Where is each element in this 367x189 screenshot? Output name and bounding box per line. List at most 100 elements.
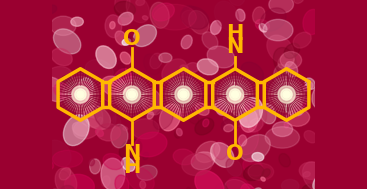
Circle shape (220, 79, 250, 110)
Ellipse shape (283, 98, 292, 110)
Ellipse shape (115, 31, 127, 45)
Ellipse shape (26, 177, 44, 189)
Ellipse shape (113, 116, 121, 126)
Ellipse shape (123, 127, 128, 130)
Ellipse shape (226, 158, 242, 176)
Ellipse shape (285, 102, 304, 116)
Ellipse shape (181, 35, 192, 49)
Ellipse shape (97, 117, 103, 125)
Ellipse shape (133, 25, 156, 46)
Ellipse shape (55, 168, 77, 189)
Ellipse shape (40, 160, 54, 170)
Ellipse shape (101, 158, 125, 189)
Ellipse shape (160, 104, 181, 131)
Ellipse shape (127, 37, 134, 43)
Ellipse shape (150, 53, 162, 69)
Ellipse shape (97, 124, 121, 141)
Ellipse shape (284, 122, 288, 128)
Ellipse shape (230, 82, 235, 86)
Ellipse shape (51, 81, 81, 103)
Ellipse shape (263, 19, 293, 41)
Ellipse shape (231, 109, 244, 119)
Ellipse shape (181, 10, 205, 29)
Ellipse shape (211, 143, 234, 167)
Ellipse shape (105, 15, 122, 38)
Ellipse shape (137, 165, 157, 180)
Ellipse shape (20, 0, 46, 4)
Circle shape (62, 77, 98, 112)
Circle shape (110, 73, 153, 116)
Ellipse shape (273, 47, 297, 76)
Circle shape (171, 82, 196, 107)
Ellipse shape (195, 103, 209, 115)
Ellipse shape (202, 32, 218, 49)
Ellipse shape (120, 52, 131, 64)
Ellipse shape (281, 179, 299, 189)
Ellipse shape (226, 0, 245, 5)
Ellipse shape (215, 88, 221, 93)
Ellipse shape (162, 59, 187, 83)
Ellipse shape (303, 172, 310, 177)
Circle shape (214, 73, 257, 116)
Ellipse shape (259, 24, 267, 32)
Ellipse shape (153, 4, 196, 30)
Ellipse shape (304, 131, 317, 143)
Ellipse shape (272, 122, 292, 137)
Ellipse shape (241, 62, 264, 83)
Ellipse shape (76, 97, 103, 127)
Ellipse shape (54, 83, 73, 99)
Ellipse shape (291, 97, 302, 112)
Ellipse shape (173, 149, 195, 165)
Ellipse shape (159, 53, 172, 63)
Ellipse shape (255, 19, 269, 31)
Ellipse shape (131, 119, 159, 139)
Ellipse shape (73, 82, 92, 105)
Circle shape (226, 86, 244, 103)
Ellipse shape (122, 157, 135, 171)
Ellipse shape (73, 119, 100, 139)
Ellipse shape (150, 2, 169, 28)
Circle shape (217, 77, 253, 112)
Ellipse shape (221, 119, 238, 132)
Ellipse shape (189, 10, 209, 34)
Ellipse shape (237, 104, 244, 114)
Ellipse shape (147, 112, 153, 119)
Circle shape (232, 91, 239, 98)
Ellipse shape (30, 31, 44, 45)
Ellipse shape (195, 170, 224, 189)
Ellipse shape (248, 163, 274, 180)
Ellipse shape (26, 156, 49, 178)
Ellipse shape (59, 167, 71, 180)
Circle shape (281, 89, 292, 100)
Ellipse shape (103, 153, 123, 170)
Ellipse shape (221, 178, 243, 189)
Ellipse shape (72, 122, 88, 136)
Circle shape (269, 77, 305, 112)
Ellipse shape (51, 48, 72, 66)
Ellipse shape (29, 65, 47, 83)
Ellipse shape (196, 141, 220, 163)
Ellipse shape (83, 91, 92, 101)
Ellipse shape (240, 109, 258, 132)
Ellipse shape (152, 3, 174, 21)
Ellipse shape (61, 185, 75, 189)
Ellipse shape (177, 128, 182, 136)
Ellipse shape (26, 163, 50, 187)
Ellipse shape (252, 153, 264, 161)
Ellipse shape (243, 159, 263, 176)
Ellipse shape (243, 165, 264, 181)
Ellipse shape (215, 99, 228, 115)
Ellipse shape (101, 76, 126, 96)
Ellipse shape (118, 12, 133, 25)
Ellipse shape (302, 162, 329, 189)
Ellipse shape (116, 75, 121, 80)
Ellipse shape (247, 102, 267, 129)
Ellipse shape (240, 135, 270, 162)
Ellipse shape (54, 29, 81, 54)
Ellipse shape (294, 0, 304, 3)
Ellipse shape (252, 7, 265, 24)
Ellipse shape (267, 35, 294, 64)
Ellipse shape (302, 103, 308, 110)
Ellipse shape (181, 107, 192, 117)
Circle shape (72, 86, 89, 103)
